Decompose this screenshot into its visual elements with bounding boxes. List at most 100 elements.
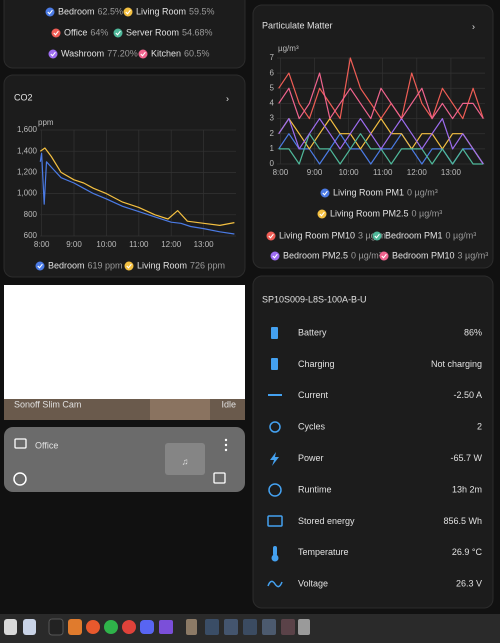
row-label: Temperature: [298, 547, 349, 557]
app-icon[interactable]: [122, 620, 136, 634]
x-tick-label: 12:00: [161, 240, 182, 249]
series-line: [278, 118, 484, 165]
legend-check: [126, 263, 132, 269]
app-icon[interactable]: [186, 619, 197, 635]
legend-swatch: [379, 251, 389, 261]
menu-dot[interactable]: [224, 438, 228, 442]
legend-check: [53, 30, 59, 36]
x-tick-label: 9:00: [307, 168, 323, 177]
taskbar-icons[interactable]: [4, 618, 310, 636]
x-tick-label: 13:00: [194, 240, 215, 249]
legend-name: Server Room: [126, 27, 179, 37]
legend-check: [140, 51, 146, 57]
app-icon[interactable]: [48, 618, 64, 636]
y-tick-label: 1,200: [17, 168, 38, 177]
legend-check: [319, 211, 325, 217]
app-icon[interactable]: [159, 620, 173, 634]
row-label: Runtime: [298, 484, 332, 494]
legend-check: [125, 9, 131, 15]
x-tick-label: 13:00: [441, 168, 462, 177]
app-icon[interactable]: [104, 620, 118, 634]
app-icon[interactable]: [224, 619, 238, 635]
legend-name: Living Room PM1: [333, 187, 404, 197]
icon: [268, 483, 282, 497]
menu-dot[interactable]: [224, 448, 228, 452]
co2-card[interactable]: [3, 74, 246, 278]
icon: [271, 327, 278, 339]
media-art: [165, 443, 205, 475]
camera-image[interactable]: [4, 285, 245, 420]
series-line: [39, 147, 235, 226]
y-tick-label: 3: [270, 114, 275, 123]
app-icon[interactable]: [68, 619, 82, 635]
app-icon[interactable]: [140, 620, 154, 634]
battery-card: [252, 275, 494, 609]
x-tick-label: 10:00: [339, 168, 360, 177]
legend-state: 0 µg/m³: [412, 208, 443, 218]
icon: [270, 452, 279, 466]
app-icon[interactable]: [4, 619, 17, 635]
humidity-card: [3, 0, 246, 69]
y-tick-label: 1,000: [17, 189, 38, 198]
legend-name: Living Room PM10: [279, 230, 355, 240]
legend-state: 77.20%: [107, 48, 138, 58]
y-tick-label: 0: [270, 159, 275, 168]
y-tick-label: 1: [270, 144, 275, 153]
cast-icon: [14, 438, 27, 449]
row-label: Power: [298, 453, 324, 463]
x-tick-label: 12:00: [407, 168, 428, 177]
legend-swatch: [266, 231, 276, 241]
legend-swatch: [45, 7, 55, 17]
legend-state: 60.5%: [184, 48, 210, 58]
legend-state: 3 µg/m³: [458, 250, 489, 260]
chevron[interactable]: ›: [226, 93, 229, 103]
chevron[interactable]: ›: [472, 21, 475, 31]
row-value: 856.5 Wh: [443, 516, 482, 526]
y-tick-label: 600: [24, 231, 38, 240]
app-icon[interactable]: [23, 619, 36, 635]
legend-swatch: [113, 28, 123, 38]
chart-title: Particulate Matter: [262, 20, 333, 30]
x-tick-label: 11:00: [129, 240, 149, 249]
legend-swatch: [138, 49, 148, 59]
x-tick-label: 11:00: [373, 168, 393, 177]
menu-dot[interactable]: [224, 443, 228, 447]
x-tick-label: 8:00: [273, 168, 289, 177]
icon: [273, 546, 277, 556]
legend-name: Bedroom PM10: [392, 250, 455, 260]
app-icon[interactable]: [262, 619, 276, 635]
power-button[interactable]: [13, 472, 27, 486]
legend-state: 54.68%: [182, 27, 213, 37]
media-card[interactable]: [4, 427, 245, 492]
camera-strip-detail: [150, 399, 210, 420]
legend-check: [268, 233, 274, 239]
play-button[interactable]: [213, 472, 226, 484]
legend-check: [272, 253, 278, 259]
legend-swatch: [372, 231, 382, 241]
chart-title: CO2: [14, 92, 33, 102]
row-value: -65.7 W: [450, 453, 482, 463]
legend-swatch: [35, 261, 45, 271]
legend-name: Living Room: [137, 260, 187, 270]
icon: [271, 554, 279, 562]
legend-state: 62.5%: [98, 6, 124, 16]
app-icon[interactable]: [298, 619, 310, 635]
legend-state: 726 ppm: [190, 260, 225, 270]
app-icon[interactable]: [243, 619, 257, 635]
y-tick-label: 800: [24, 210, 38, 219]
row-label: Current: [298, 390, 329, 400]
legend-check: [50, 51, 56, 57]
app-icon[interactable]: [281, 619, 295, 635]
legend-name: Kitchen: [151, 48, 181, 58]
legend-swatch: [124, 261, 134, 271]
legend-state: 0 µg/m³: [446, 230, 477, 240]
icon: [267, 580, 283, 588]
legend-state: 64%: [90, 27, 108, 37]
app-icon[interactable]: [205, 619, 219, 635]
row-label: Charging: [298, 359, 335, 369]
legend-state: 0 µg/m³: [351, 250, 382, 260]
app-icon[interactable]: [86, 620, 100, 634]
x-tick-label: 10:00: [96, 240, 117, 249]
row-value: 2: [477, 422, 482, 432]
